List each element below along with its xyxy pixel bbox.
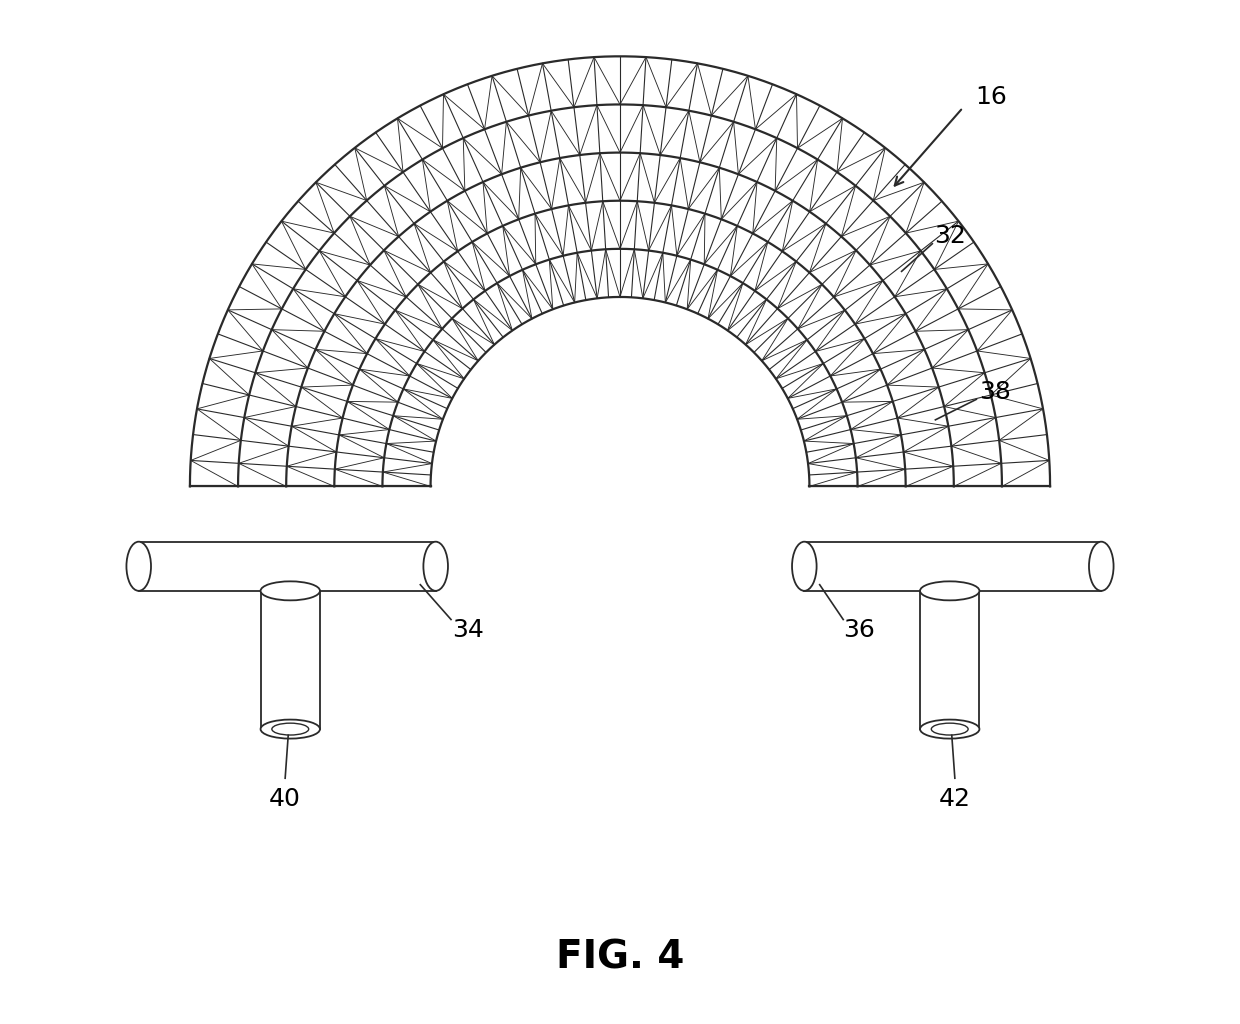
Text: 38: 38 bbox=[978, 380, 1011, 404]
Text: 40: 40 bbox=[269, 786, 301, 811]
Bar bbox=[260, 591, 320, 729]
Ellipse shape bbox=[126, 542, 151, 591]
Ellipse shape bbox=[260, 720, 320, 738]
Text: 16: 16 bbox=[975, 85, 1007, 110]
Text: 34: 34 bbox=[453, 617, 485, 642]
Ellipse shape bbox=[920, 720, 980, 738]
FancyArrowPatch shape bbox=[895, 110, 961, 185]
Ellipse shape bbox=[260, 582, 320, 600]
Ellipse shape bbox=[423, 542, 448, 591]
Ellipse shape bbox=[792, 542, 817, 591]
Text: FIG. 4: FIG. 4 bbox=[556, 938, 684, 977]
Bar bbox=[920, 591, 980, 729]
Ellipse shape bbox=[920, 582, 980, 600]
Text: 32: 32 bbox=[934, 223, 966, 248]
Ellipse shape bbox=[1089, 542, 1114, 591]
Text: 42: 42 bbox=[939, 786, 971, 811]
Bar bbox=[805, 542, 1101, 591]
Bar bbox=[139, 542, 435, 591]
Text: 36: 36 bbox=[843, 617, 874, 642]
